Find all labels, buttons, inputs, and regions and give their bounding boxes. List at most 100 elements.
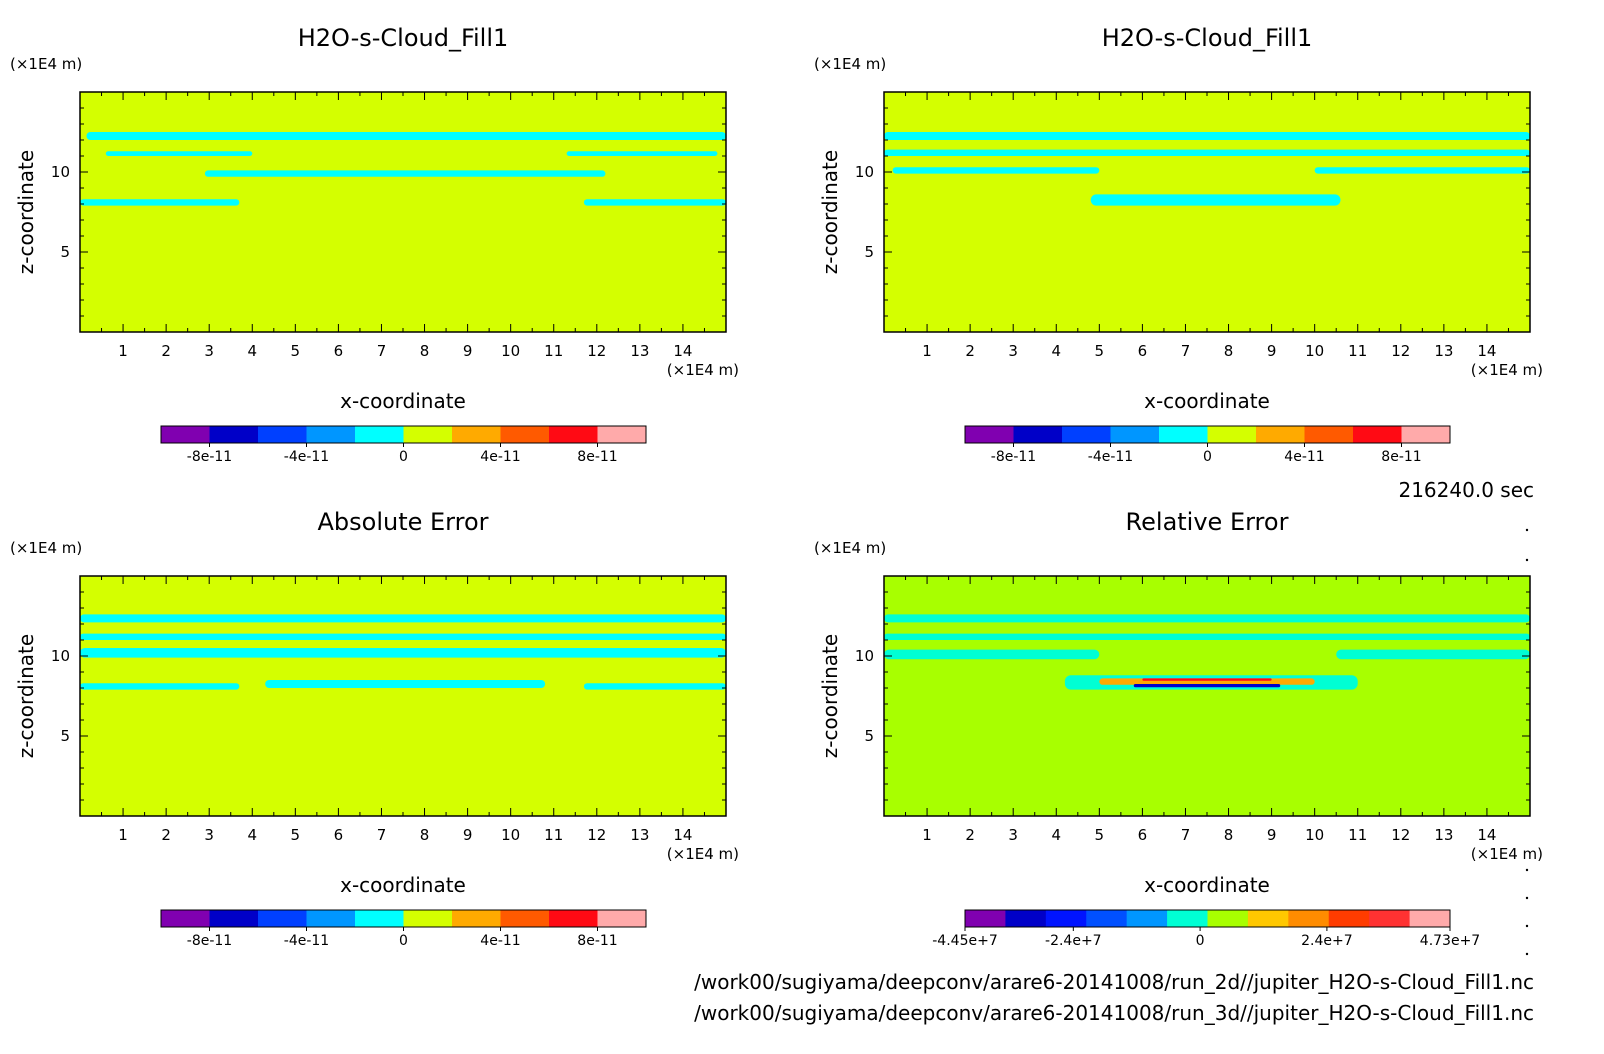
chart-title: H2O-s-Cloud_Fill1 [298, 24, 509, 52]
cloud-band [80, 199, 240, 206]
colorbar-swatch [1005, 910, 1047, 927]
x-tick-label: 1 [922, 826, 932, 844]
chart-panel: H2O-s-Cloud_Fill1(×1E4 m)(×1E4 m)1 2 3 4 5 6 7… [10, 24, 739, 465]
x-tick-label: 11 [1348, 342, 1367, 360]
colorbar-swatch [500, 910, 550, 927]
colorbar-tick-label: -4e-11 [284, 933, 329, 949]
cloud-band [884, 649, 1100, 660]
chart-title: Relative Error [1126, 508, 1289, 536]
x-tick-label: 8 [1224, 342, 1234, 360]
colorbar-swatch [258, 910, 307, 927]
y-axis-label: z-coordinate [14, 634, 38, 758]
chart-title: Absolute Error [317, 508, 488, 536]
colorbar-tick-label: 4.73e+7 [1420, 933, 1480, 949]
colorbar-swatch [355, 426, 404, 443]
cloud-band [105, 151, 253, 156]
colorbar-swatch [597, 426, 647, 443]
colorbar-tick-label: 8e-11 [577, 449, 617, 465]
y-tick-label: 10 [855, 163, 874, 181]
colorbar-tick-label: 8e-11 [577, 933, 617, 949]
cloud-band [884, 149, 1530, 156]
colorbar: -8e-11 -4e-11 0 4e-11 8e-11 [160, 425, 647, 465]
x-tick-label: 7 [1181, 826, 1191, 844]
colorbar-swatch [1167, 910, 1208, 927]
y-unit-label: (×1E4 m) [814, 539, 886, 557]
x-tick-label: 4 [247, 342, 257, 360]
x-tick-label: 9 [1267, 342, 1277, 360]
cloud-band [80, 633, 726, 640]
colorbar: -4.45e+7 -2.4e+7 0 2.4e+7 4.73e+7 [932, 909, 1480, 949]
cloud-band [1314, 167, 1530, 174]
colorbar-tick-label: -8e-11 [991, 449, 1036, 465]
x-tick-label: 2 [161, 342, 171, 360]
plot-field [80, 92, 726, 332]
x-unit-label: (×1E4 m) [667, 845, 739, 863]
x-tick-label: 13 [630, 826, 649, 844]
x-tick-label: 3 [1008, 342, 1018, 360]
x-tick-label: 10 [501, 342, 520, 360]
y-tick-label: 5 [864, 243, 874, 261]
x-tick-label: 13 [630, 342, 649, 360]
colorbar: -8e-11 -4e-11 0 4e-11 8e-11 [964, 425, 1451, 465]
colorbar-swatch [549, 910, 598, 927]
x-tick-label: 12 [587, 826, 606, 844]
x-tick-label: 13 [1434, 826, 1453, 844]
y-unit-label: (×1E4 m) [10, 539, 82, 557]
y-tick-label: 5 [60, 727, 70, 745]
x-tick-label: 1 [118, 342, 128, 360]
cloud-band [265, 680, 546, 688]
x-tick-label: 2 [161, 826, 171, 844]
colorbar-swatch [965, 426, 1014, 443]
x-tick-label: 5 [291, 826, 301, 844]
colorbar-tick-label: -4e-11 [284, 449, 329, 465]
y-axis-label: z-coordinate [818, 150, 842, 274]
colorbar-tick-label: -8e-11 [187, 933, 232, 949]
x-tick-label: 4 [1051, 342, 1061, 360]
colorbar-swatch [161, 426, 210, 443]
cloud-band [583, 683, 726, 690]
colorbar-tick-label: 2.4e+7 [1301, 933, 1353, 949]
colorbar-swatch [355, 910, 404, 927]
x-unit-label: (×1E4 m) [667, 361, 739, 379]
colorbar-swatch [965, 910, 1006, 927]
cloud-band [884, 132, 1530, 140]
x-tick-label: 10 [501, 826, 520, 844]
colorbar-tick-label: 4e-11 [480, 449, 520, 465]
plot-field [884, 576, 1530, 816]
colorbar-swatch [306, 910, 356, 927]
colorbar-swatch [403, 910, 453, 927]
x-tick-label: 3 [1008, 826, 1018, 844]
side-dot [1525, 952, 1529, 956]
colorbar-tick-label: 0 [399, 449, 408, 465]
time-label: 216240.0 sec [1398, 478, 1534, 502]
footer-file-2: /work00/sugiyama/deepconv/arare6-2014100… [694, 1001, 1534, 1025]
x-tick-label: 11 [1348, 826, 1367, 844]
x-tick-label: 7 [1181, 342, 1191, 360]
x-axis-label: x-coordinate [340, 389, 466, 413]
x-tick-label: 3 [204, 826, 214, 844]
x-tick-label: 14 [673, 826, 692, 844]
x-tick-label: 4 [1051, 826, 1061, 844]
colorbar-tick-label: 4e-11 [480, 933, 520, 949]
chart-panel: Absolute Error(×1E4 m)(×1E4 m)1 2 3 4 5 6 7 8 9 1… [10, 508, 739, 949]
colorbar-swatch [209, 426, 259, 443]
x-tick-label: 11 [544, 826, 563, 844]
colorbar-tick-label: 8e-11 [1381, 449, 1421, 465]
colorbar-tick-label: -4e-11 [1088, 449, 1133, 465]
cloud-band [1336, 649, 1530, 660]
side-dot [1525, 868, 1529, 872]
cloud-band [892, 167, 1100, 174]
x-axis-label: x-coordinate [1144, 389, 1270, 413]
colorbar-swatch [1369, 910, 1411, 927]
plot-field [80, 576, 726, 816]
x-tick-label: 14 [673, 342, 692, 360]
colorbar-swatch [1013, 426, 1063, 443]
x-tick-label: 13 [1434, 342, 1453, 360]
x-tick-label: 3 [204, 342, 214, 360]
x-tick-label: 7 [377, 826, 387, 844]
colorbar-swatch [306, 426, 356, 443]
y-unit-label: (×1E4 m) [10, 55, 82, 73]
x-tick-label: 11 [544, 342, 563, 360]
colorbar-swatch [258, 426, 307, 443]
